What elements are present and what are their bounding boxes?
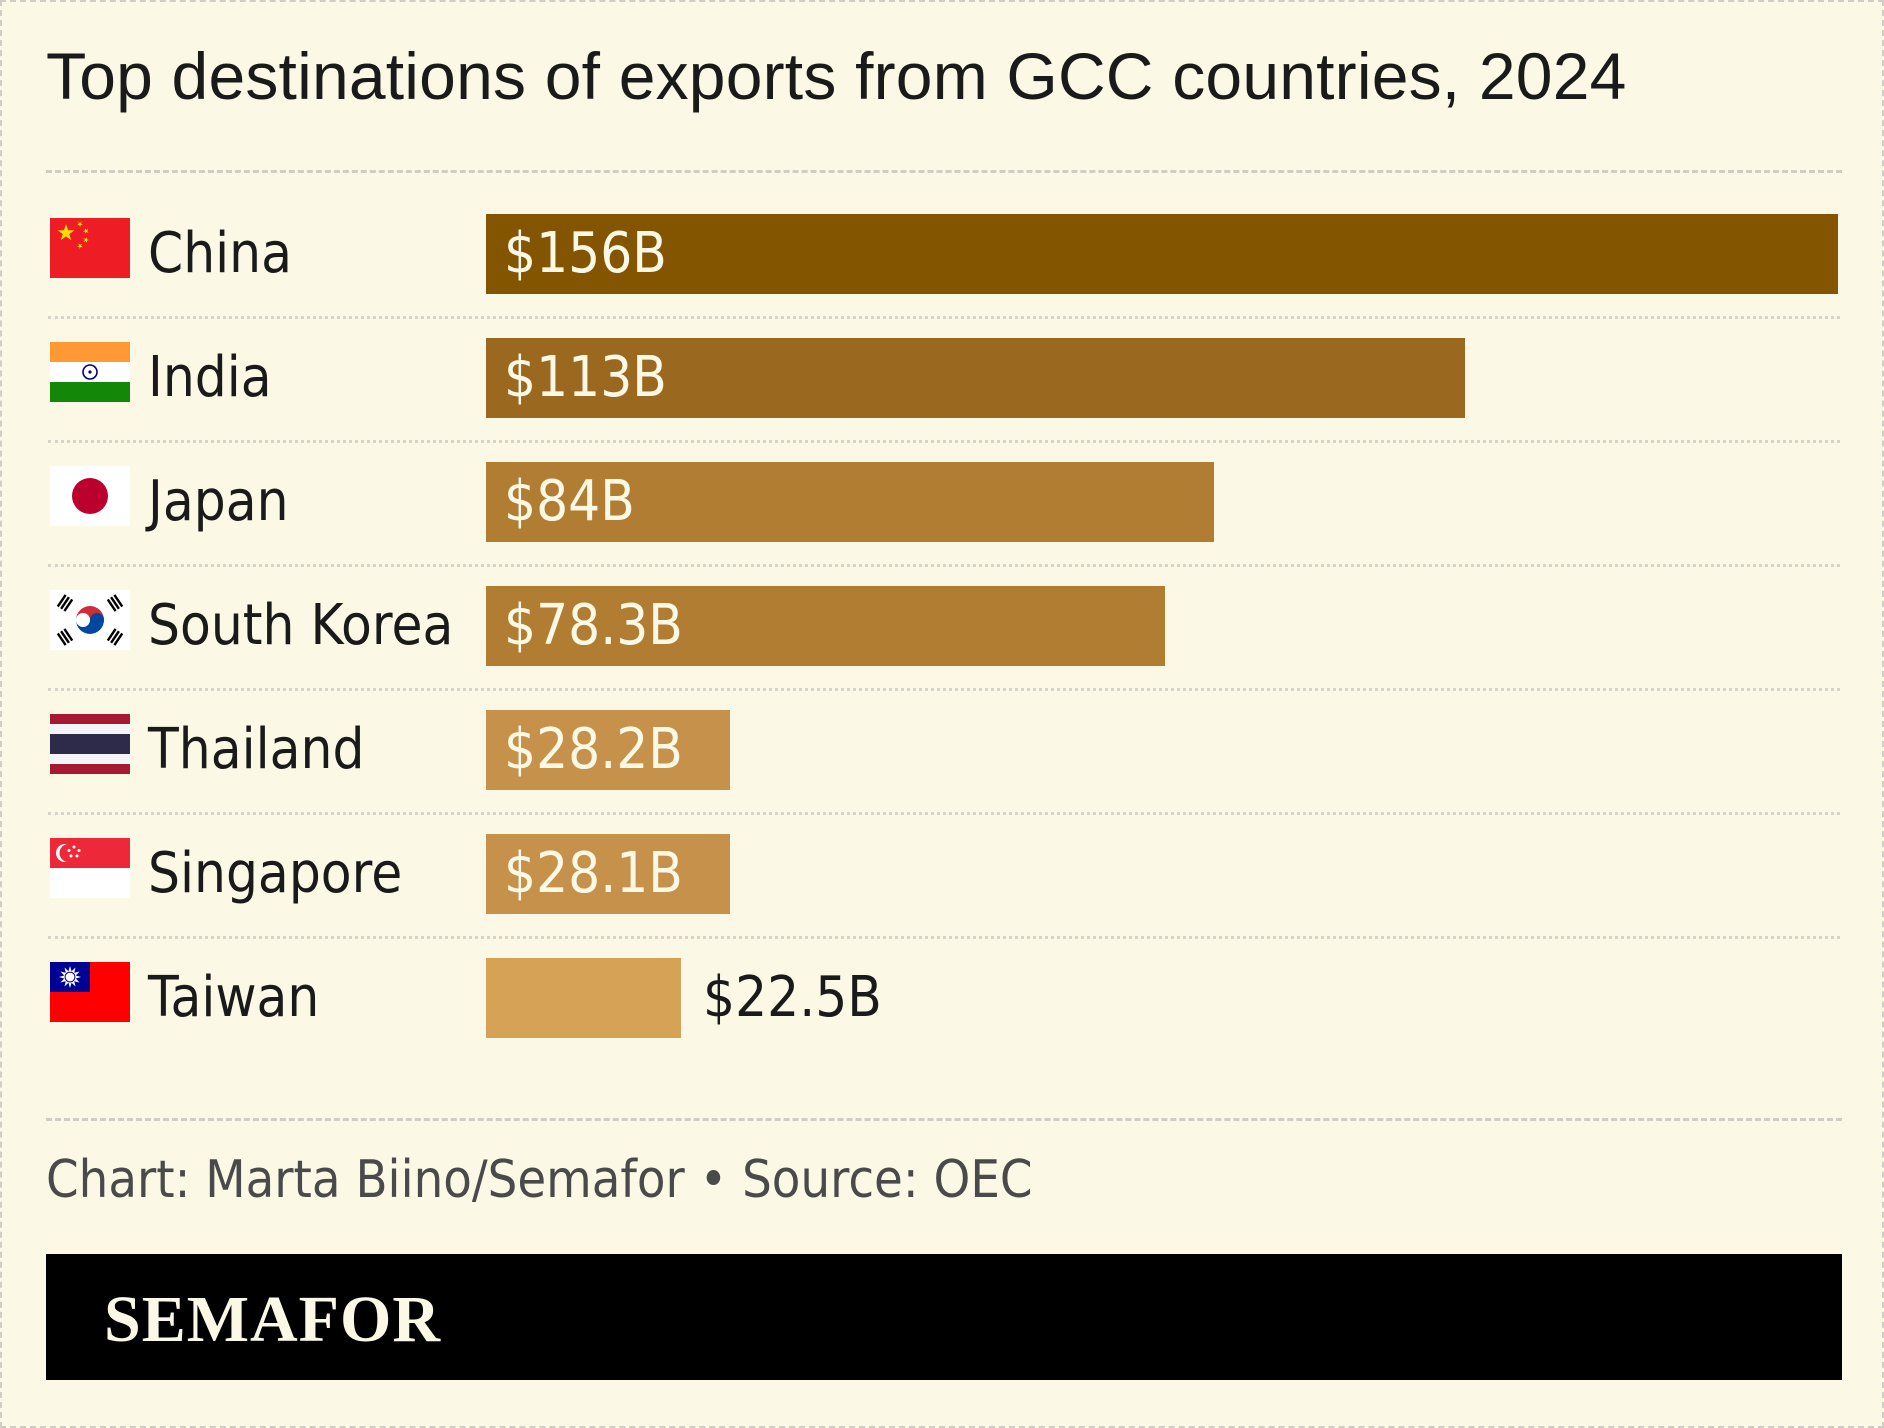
footer-divider	[46, 1118, 1842, 1121]
south-korea-flag-icon	[50, 590, 130, 650]
singapore-flag-icon	[50, 838, 130, 898]
category-label-china: China	[148, 221, 292, 286]
category-label-taiwan: Taiwan	[148, 965, 320, 1030]
value-label-thailand: $28.2B	[504, 717, 683, 782]
value-label-singapore: $28.1B	[504, 841, 683, 906]
brand-footer: SEMAFOR	[46, 1254, 1842, 1380]
row-separator	[48, 564, 1840, 567]
taiwan-flag-icon	[50, 962, 130, 1022]
category-label-thailand: Thailand	[148, 717, 365, 782]
bar-thailand	[486, 710, 730, 790]
value-label-south-korea: $78.3B	[504, 593, 683, 658]
bar-india	[486, 338, 1465, 418]
thailand-flag-icon	[50, 714, 130, 774]
bar-singapore	[486, 834, 730, 914]
china-flag-icon	[50, 218, 130, 278]
value-label-india: $113B	[504, 345, 667, 410]
source-credit: Chart: Marta Biino/Semafor • Source: OEC	[46, 1150, 1033, 1210]
row-separator	[48, 812, 1840, 815]
bar-china	[486, 214, 1838, 294]
title-divider	[46, 170, 1842, 173]
category-label-south-korea: South Korea	[148, 593, 454, 658]
chart-title: Top destinations of exports from GCC cou…	[46, 39, 1627, 113]
row-separator	[48, 936, 1840, 939]
value-label-japan: $84B	[504, 469, 635, 534]
bar-taiwan	[486, 958, 681, 1038]
row-separator	[48, 316, 1840, 319]
japan-flag-icon	[50, 466, 130, 526]
semafor-logo: SEMAFOR	[104, 1283, 441, 1356]
bar-japan	[486, 462, 1214, 542]
bar-south-korea	[486, 586, 1165, 666]
category-label-japan: Japan	[148, 469, 289, 534]
category-label-india: India	[148, 345, 272, 410]
category-label-singapore: Singapore	[148, 841, 403, 906]
row-separator	[48, 440, 1840, 443]
india-flag-icon	[50, 342, 130, 402]
value-label-china: $156B	[504, 221, 667, 286]
value-label-taiwan: $22.5B	[703, 965, 882, 1030]
row-separator	[48, 688, 1840, 691]
